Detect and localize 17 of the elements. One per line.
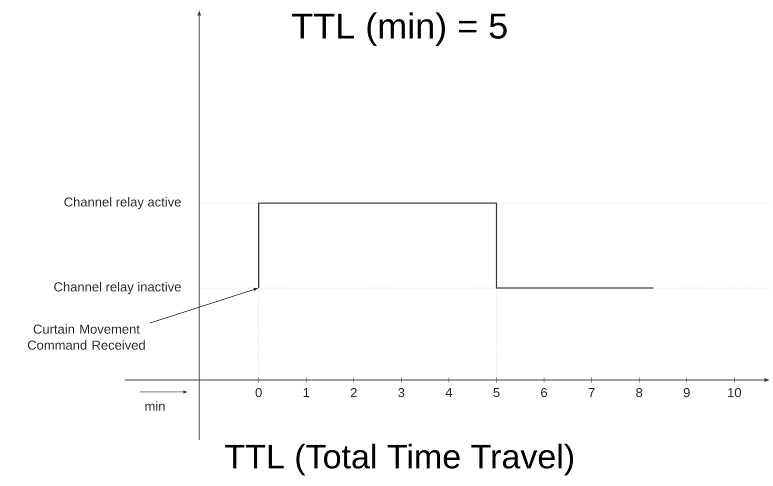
- x-tick-label: 1: [304, 388, 310, 397]
- chart-title: TTL (min) = 5: [292, 12, 507, 46]
- ref-line-label: Channel relay inactive: [54, 282, 181, 294]
- x-tick-label: 6: [541, 388, 548, 398]
- text: min: [145, 401, 165, 411]
- x-tick-label: 7: [588, 388, 595, 397]
- annotation: Curtain Movement Command Received: [28, 324, 145, 350]
- x-axis-title: TTL (Total Time Travel): [225, 444, 574, 476]
- x-tick-label: 8: [636, 388, 642, 398]
- x-tick-label: 3: [398, 388, 404, 398]
- x-tick-label: 0: [256, 388, 262, 398]
- x-tick-label: 4: [446, 388, 452, 397]
- x-tick-label: 9: [684, 388, 690, 398]
- x-tick-label: 5: [493, 388, 500, 398]
- x-tick-label: 10: [728, 388, 742, 398]
- ref-line-label: Channel relay active: [64, 197, 181, 210]
- x-tick-label: 2: [350, 388, 357, 398]
